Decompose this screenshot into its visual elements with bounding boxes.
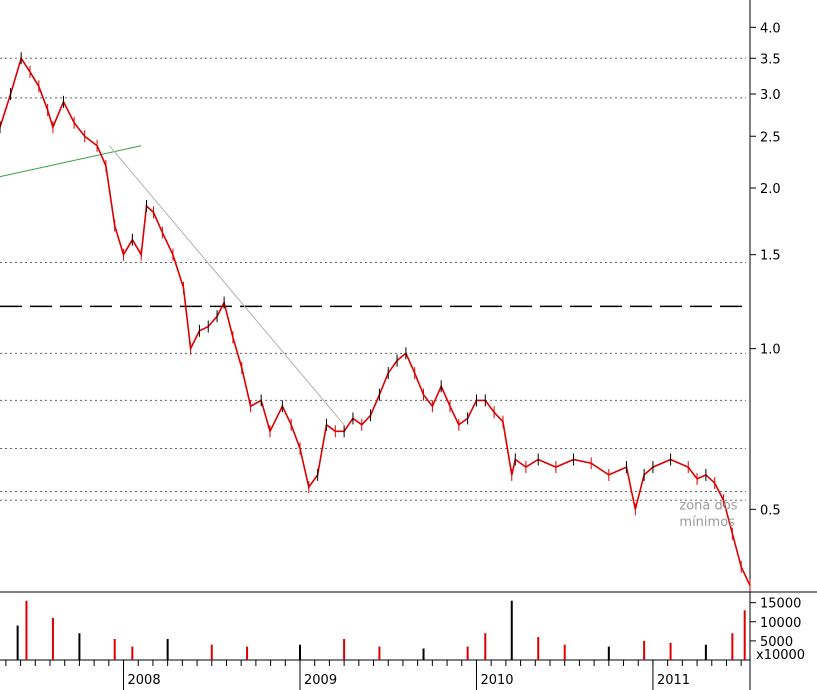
- trendline-0: [0, 145, 142, 178]
- annotation-text: zona dos: [679, 498, 737, 513]
- volume-bar: [743, 610, 746, 660]
- volume-bar: [113, 638, 116, 660]
- volume-bar: [731, 633, 734, 660]
- price-axis-tick-label: 2.5: [760, 130, 781, 145]
- horizontal-levels: [0, 57, 746, 501]
- year-tick-label: 2009: [304, 673, 337, 688]
- volume-bar: [343, 638, 346, 660]
- volume-bar: [643, 640, 646, 660]
- volume-bar: [16, 625, 19, 660]
- volume-bar: [537, 637, 540, 660]
- trendlines: [0, 145, 345, 426]
- volume-bar: [563, 644, 566, 660]
- price-axis-tick-label: 1.5: [760, 249, 781, 264]
- annotations: zona dos mínimos: [679, 498, 737, 530]
- year-tick-label: 2011: [657, 673, 690, 688]
- volume-bar: [210, 644, 213, 660]
- price-axis-tick-label: 1.0: [760, 343, 781, 358]
- volume-bar: [704, 644, 707, 660]
- price-axis-tick-label: 0.5: [760, 503, 781, 518]
- volume-bar: [378, 646, 381, 660]
- volume-bar: [78, 633, 81, 660]
- volume-bar: [25, 600, 28, 660]
- price-axis-tick-label: 2.0: [760, 182, 781, 197]
- annotation-text: mínimos: [679, 515, 735, 530]
- volume-bar: [510, 600, 513, 660]
- volume-bar: [51, 617, 54, 660]
- volume-axis-tick-label: 15000: [760, 597, 801, 612]
- price-line: [0, 56, 751, 586]
- year-tick-label: 2010: [480, 673, 513, 688]
- volume-bar: [131, 646, 134, 660]
- price-axis: 4.0 3.5 3.0 2.5 2.0 1.5 1.0 0.5: [750, 21, 781, 518]
- price-series: [0, 52, 751, 592]
- price-axis-tick-label: 3.0: [760, 88, 781, 103]
- volume-bar: [246, 646, 249, 660]
- price-axis-tick-label: 3.5: [760, 52, 781, 67]
- volume-bar: [669, 642, 672, 660]
- volume-bars: [16, 600, 746, 660]
- volume-axis-tick-label: 5000: [760, 635, 793, 650]
- trendline-1: [109, 145, 345, 426]
- volume-bar: [299, 644, 301, 660]
- volume-bar: [466, 646, 469, 660]
- volume-axis-tick-label: 10000: [760, 616, 801, 631]
- time-axis: 2008 2009 2010 2011: [5, 660, 742, 690]
- price-axis-tick-label: 4.0: [760, 21, 781, 36]
- volume-bar: [166, 638, 169, 660]
- volume-unit-label: x10000: [756, 648, 805, 663]
- volume-bar: [484, 633, 487, 660]
- volume-bar: [422, 648, 425, 660]
- volume-bar: [607, 646, 610, 660]
- year-tick-label: 2008: [128, 673, 161, 688]
